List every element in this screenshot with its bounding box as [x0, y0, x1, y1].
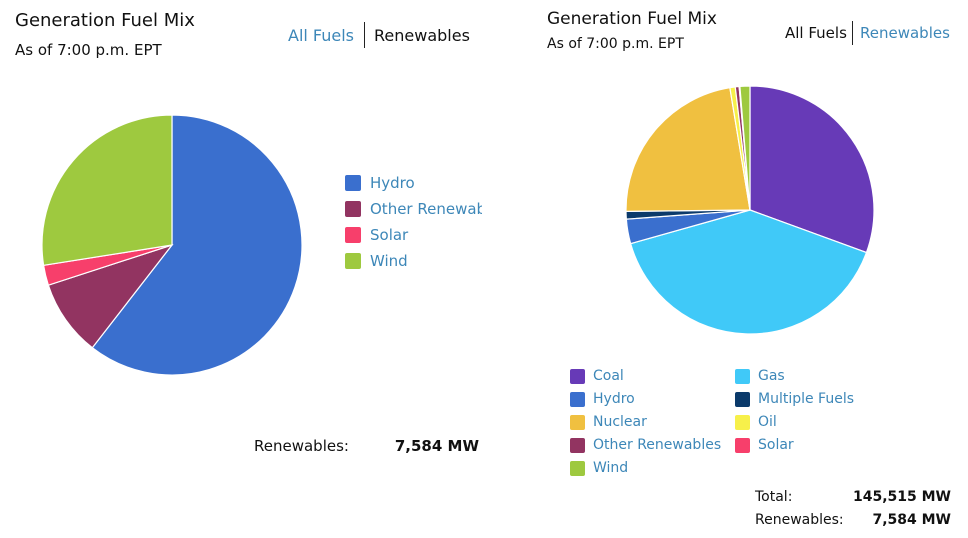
right-legend-nuclear[interactable]: Nuclear	[570, 413, 647, 431]
pie-slice-wind[interactable]	[41, 114, 173, 267]
right-total-label: Total:	[755, 489, 793, 505]
legend-label: Wind	[370, 252, 408, 270]
right-tab-divider	[852, 21, 853, 45]
left-legend-solar[interactable]: Solar	[345, 226, 482, 244]
legend-swatch	[735, 391, 750, 407]
left-legend-hydro[interactable]: Hydro	[345, 174, 482, 192]
pie-slice-nuclear[interactable]	[625, 86, 751, 212]
right-chart-subtitle: As of 7:00 p.m. EPT	[547, 36, 684, 52]
legend-label: Other Renewables	[593, 437, 722, 453]
legend-swatch	[735, 368, 750, 384]
legend-swatch	[345, 201, 361, 217]
right-legend-hydro[interactable]: Hydro	[570, 390, 635, 408]
pie-slice-coal[interactable]	[749, 85, 875, 254]
legend-swatch	[570, 368, 585, 384]
legend-label: Hydro	[370, 174, 415, 192]
legend-swatch	[735, 437, 750, 453]
right-legend-oil[interactable]: Oil	[735, 413, 777, 431]
left-tab-renewables[interactable]: Renewables	[374, 26, 470, 45]
right-legend-solar[interactable]: Solar	[735, 436, 794, 454]
pie-slice-gas[interactable]	[629, 209, 868, 335]
pie-slice-other-renewables[interactable]	[47, 243, 174, 349]
right-legend-gas[interactable]: Gas	[735, 367, 785, 385]
left-tab-divider	[364, 22, 365, 48]
left-renewables-label: Renewables:	[254, 437, 349, 455]
left-chart-title: Generation Fuel Mix	[15, 10, 195, 31]
left-tab-all-fuels[interactable]: All Fuels	[288, 26, 355, 45]
pie-slice-wind[interactable]	[739, 85, 751, 211]
legend-label: Coal	[593, 368, 624, 384]
legend-label: Solar	[758, 437, 794, 453]
legend-label: Solar	[370, 226, 409, 244]
legend-swatch	[345, 175, 361, 191]
right-legend-wind[interactable]: Wind	[570, 459, 628, 477]
left-renewables-value: 7,584 MW	[394, 437, 479, 455]
legend-swatch	[570, 460, 585, 476]
legend-swatch	[345, 253, 361, 269]
legend-label: Multiple Fuels	[758, 391, 855, 407]
pie-slice-hydro[interactable]	[91, 114, 303, 376]
right-renewables-value: 7,584 MW	[872, 512, 951, 528]
legend-swatch	[345, 227, 361, 243]
legend-swatch	[570, 391, 585, 407]
legend-label: Wind	[593, 460, 629, 476]
legend-swatch	[735, 414, 750, 430]
right-legend-coal[interactable]: Coal	[570, 367, 624, 385]
legend-swatch	[570, 414, 585, 430]
legend-label: Gas	[758, 368, 785, 384]
right-tab-all-fuels[interactable]: All Fuels	[785, 24, 847, 42]
legend-label: Other Renewab	[370, 200, 482, 218]
right-total-value: 145,515 MW	[852, 489, 951, 505]
left-chart-subtitle: As of 7:00 p.m. EPT	[15, 41, 162, 59]
right-renewables-label: Renewables:	[755, 512, 844, 528]
right-legend-other-renewables[interactable]: Other Renewables	[570, 436, 721, 454]
right-chart-title: Generation Fuel Mix	[547, 9, 717, 29]
legend-swatch	[570, 437, 585, 453]
legend-label: Hydro	[593, 391, 635, 407]
right-legend-multiple-fuels[interactable]: Multiple Fuels	[735, 390, 854, 408]
legend-label: Nuclear	[593, 414, 647, 430]
right-tab-renewables[interactable]: Renewables	[860, 24, 950, 42]
left-legend-wind[interactable]: Wind	[345, 252, 482, 270]
legend-label: Oil	[758, 414, 777, 430]
left-legend-other-renewables[interactable]: Other Renewab	[345, 200, 482, 218]
